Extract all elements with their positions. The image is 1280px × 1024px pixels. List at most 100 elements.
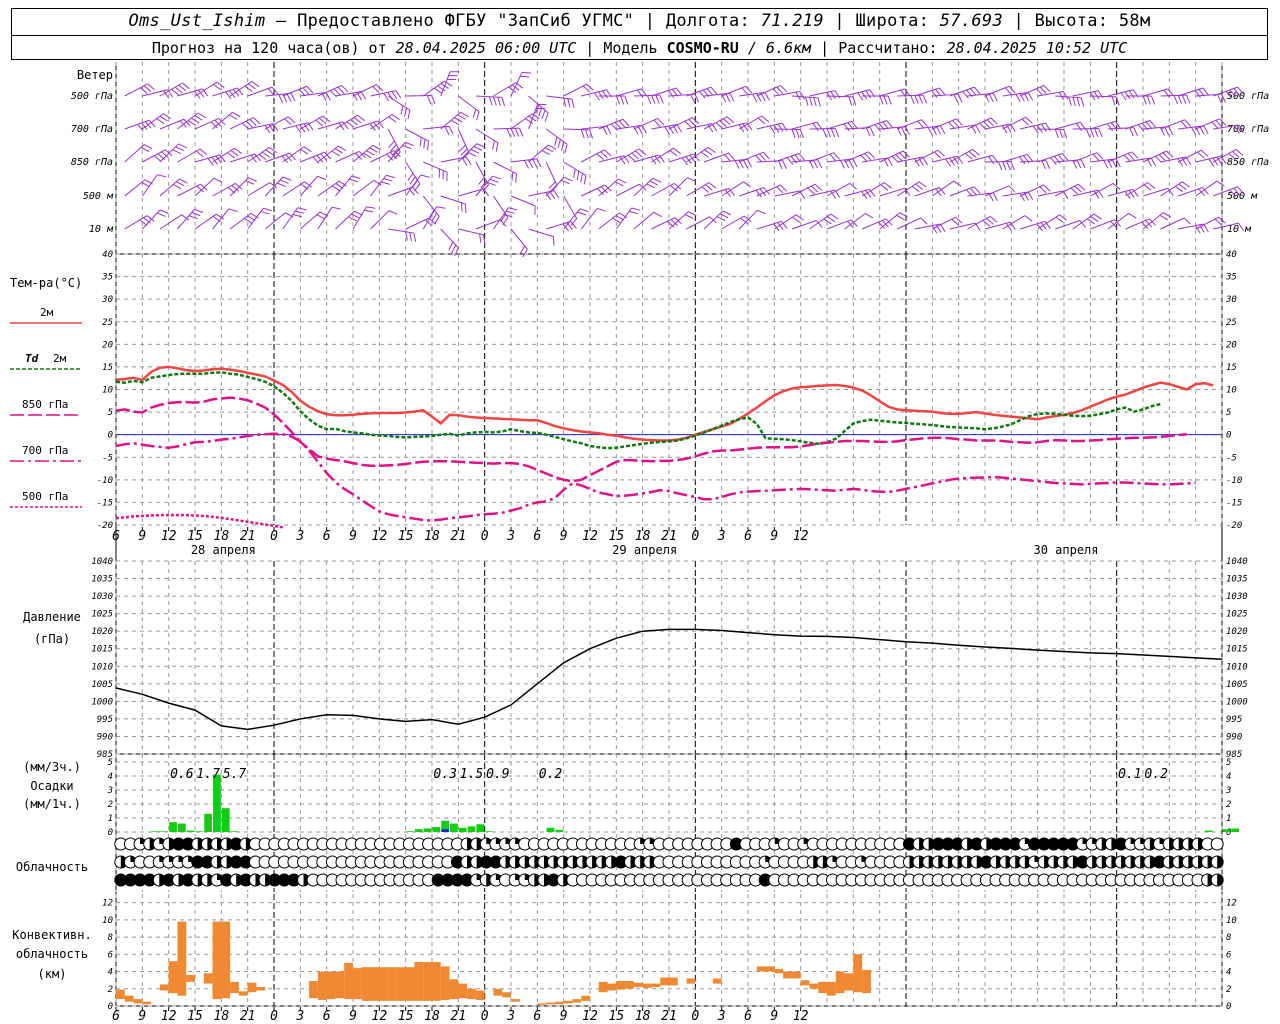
- wind-barb-shaft: [809, 189, 835, 197]
- wind-barb-feather: [719, 213, 729, 219]
- wind-barb-shaft: [861, 218, 887, 230]
- wind-barb: [1107, 151, 1139, 163]
- wind-barb-shaft: [405, 128, 429, 142]
- wind-barb-feather: [1093, 91, 1100, 100]
- wind-barb-shaft: [581, 125, 608, 130]
- wind-barb: [1213, 124, 1244, 134]
- wind-barb: [247, 207, 273, 230]
- wind-barb-feather: [1177, 158, 1184, 167]
- wind-barb-feather: [1175, 185, 1183, 193]
- wind-barb-feather: [709, 216, 717, 224]
- wind-barb-feather: [377, 120, 384, 129]
- wind-barb-feather: [799, 129, 804, 139]
- wind-barb-feather: [369, 147, 378, 153]
- precip-ytick-left: 2: [108, 800, 113, 810]
- conv-bar: [572, 999, 582, 1003]
- conv-bar: [853, 954, 863, 993]
- wind-barb-feather: [297, 207, 307, 211]
- wind-barb-feather: [983, 121, 991, 129]
- wind-barb-shaft: [914, 87, 940, 97]
- wind-barb-feather: [394, 151, 401, 160]
- wind-barb-shaft: [686, 147, 709, 163]
- wind-barb-feather: [745, 85, 753, 94]
- wind-barb: [791, 159, 823, 169]
- wind-barb-shaft: [651, 123, 678, 130]
- temp-ytick-right: 15: [1226, 363, 1237, 373]
- wind-barb-feather: [420, 174, 430, 178]
- wind-barb-feather: [759, 153, 766, 161]
- wind-barb-feather: [920, 217, 928, 225]
- wind-barb-feather: [505, 210, 515, 214]
- wind-barb: [967, 117, 998, 130]
- wind-level-label: 700 гПа: [71, 124, 113, 135]
- wind-barb-shaft: [914, 125, 941, 130]
- pressure-line: [115, 628, 1223, 731]
- wind-barb-feather: [670, 219, 678, 226]
- wind-barb-feather: [878, 221, 885, 229]
- precip-bar: [432, 827, 441, 832]
- conv-bar: [116, 989, 125, 1000]
- wind-barb-feather: [780, 85, 788, 93]
- pressure-ytick-left: 1000: [91, 697, 113, 707]
- wind-barb-shaft: [703, 210, 724, 230]
- wind-barb-feather: [615, 215, 624, 221]
- wind-barb-feather: [778, 160, 783, 170]
- wind-barb-shaft: [633, 117, 658, 130]
- wind-barb-feather: [1027, 191, 1034, 200]
- wind-barb: [984, 123, 1016, 134]
- wind-barb-feather: [1212, 157, 1219, 166]
- precip-bar: [221, 808, 230, 832]
- conv-bar: [651, 983, 661, 988]
- hour-label: 9: [138, 529, 146, 544]
- wind-barb: [616, 148, 647, 163]
- wind-barb-shaft: [177, 88, 203, 97]
- wind-barb-feather: [1043, 85, 1051, 93]
- wind-barb-feather: [243, 217, 253, 224]
- wind-barb-feather: [448, 126, 454, 135]
- svg-text:500 гПа: 500 гПа: [22, 490, 68, 503]
- wind-barb-shaft: [422, 195, 440, 217]
- wind-barb-feather: [290, 93, 296, 102]
- wind-barb-feather: [391, 91, 398, 100]
- wind-barb-feather: [183, 118, 191, 127]
- wind-barb: [1160, 181, 1190, 197]
- wind-barb-feather: [521, 71, 532, 74]
- wind-barb-feather: [562, 223, 569, 232]
- wind-barb-feather: [830, 128, 836, 138]
- wind-barb-shaft: [177, 209, 195, 230]
- wind-barb-feather: [1059, 129, 1064, 139]
- wind-barb-shaft: [440, 111, 462, 130]
- wind-barb-feather: [549, 191, 556, 200]
- wind-barb-shaft: [949, 222, 976, 230]
- wind-barb-feather: [848, 96, 853, 106]
- wind-barb-feather: [896, 214, 905, 221]
- wind-barb-feather: [1128, 212, 1137, 219]
- wind-barb-shaft: [616, 88, 642, 97]
- wind-barb-feather: [791, 129, 796, 138]
- wind-barb-shaft: [563, 161, 587, 176]
- wind-barb-shaft: [1177, 87, 1203, 97]
- wind-barb-shaft: [458, 188, 484, 197]
- wind-barb-feather: [522, 248, 528, 258]
- wind-barb-shaft: [229, 153, 255, 163]
- wind-label: Ветер: [77, 68, 113, 82]
- conv-ytick-right: 8: [1226, 933, 1231, 943]
- wind-barb: [247, 86, 279, 97]
- conv-bar: [168, 961, 178, 994]
- wind-barb-shaft: [791, 95, 818, 99]
- wind-barb-feather: [1080, 97, 1085, 107]
- wind-barb-feather: [627, 154, 636, 162]
- wind-barb-feather: [917, 120, 924, 129]
- wind-barb-feather: [922, 156, 928, 165]
- hour-label: 15: [398, 529, 414, 544]
- wind-barb-feather: [482, 184, 489, 192]
- wind-barb-feather: [769, 125, 776, 134]
- wind-barb-feather: [743, 181, 752, 188]
- conv-bar: [502, 992, 511, 998]
- wind-barb-feather: [986, 119, 995, 127]
- wind-barb-shaft: [826, 182, 850, 197]
- wind-barb: [510, 71, 532, 97]
- wind-barb-feather: [271, 86, 279, 95]
- wind-barb-feather: [141, 181, 150, 188]
- wind-barb-feather: [1086, 218, 1095, 225]
